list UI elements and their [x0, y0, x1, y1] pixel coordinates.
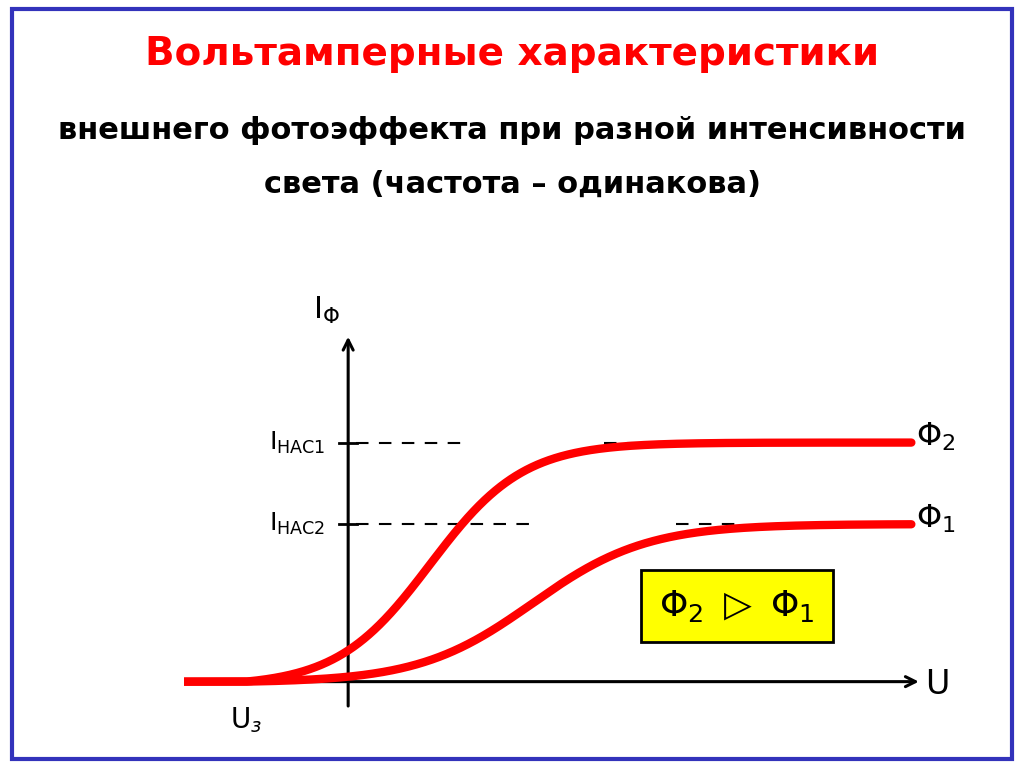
- Text: I$_{\mathsf{НАС2}}$: I$_{\mathsf{НАС2}}$: [269, 511, 326, 537]
- Text: света (частота – одинакова): света (частота – одинакова): [263, 170, 761, 199]
- Text: $\Phi_2\ \triangleright\ \Phi_1$: $\Phi_2\ \triangleright\ \Phi_1$: [659, 588, 815, 624]
- Text: U$_з$: U$_з$: [229, 705, 262, 734]
- Text: I$_\mathsf{\Phi}$: I$_\mathsf{\Phi}$: [313, 295, 340, 326]
- Text: $\Phi_2$: $\Phi_2$: [916, 421, 956, 453]
- Text: U: U: [925, 668, 949, 701]
- Text: внешнего фотоэффекта при разной интенсивности: внешнего фотоэффекта при разной интенсив…: [58, 116, 966, 145]
- Text: I$_{\mathsf{НАС1}}$: I$_{\mathsf{НАС1}}$: [269, 429, 326, 455]
- Text: $\Phi_1$: $\Phi_1$: [916, 502, 956, 535]
- Text: Вольтамперные характеристики: Вольтамперные характеристики: [145, 35, 879, 73]
